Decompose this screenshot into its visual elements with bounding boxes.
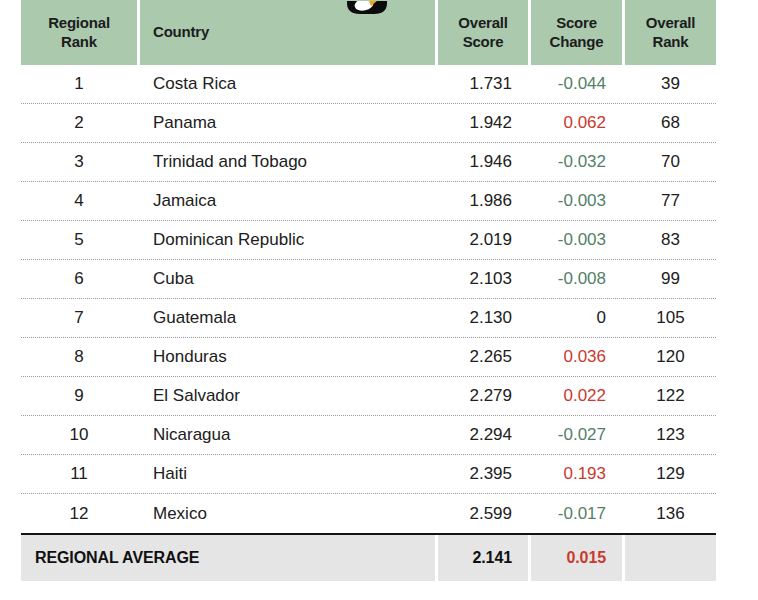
regional-average-label: REGIONAL AVERAGE	[21, 535, 435, 581]
country-cell: El Salvador	[140, 386, 435, 406]
country-cell: Mexico	[140, 504, 435, 524]
overall-rank-cell: 83	[625, 230, 716, 250]
overall-rank-cell: 136	[625, 504, 716, 524]
overall-score-cell: 1.946	[438, 152, 528, 172]
overall-rank-cell: 123	[625, 425, 716, 445]
overall-rank-cell: 120	[625, 347, 716, 367]
regional-ranking-table: Regional Rank Country Overall Score Scor…	[21, 0, 716, 581]
regional-rank-cell: 10	[21, 425, 137, 445]
score-change-cell: -0.008	[531, 269, 622, 289]
regional-rank-cell: 5	[21, 230, 137, 250]
overall-score-cell: 1.986	[438, 191, 528, 211]
table-row: 7 Guatemala 2.130 0 105	[21, 299, 716, 338]
regional-rank-cell: 2	[21, 113, 137, 133]
regional-rank-cell: 12	[21, 504, 137, 524]
overall-score-cell: 2.294	[438, 425, 528, 445]
score-change-cell: 0.193	[531, 464, 622, 484]
regional-rank-cell: 6	[21, 269, 137, 289]
score-change-cell: 0	[531, 308, 622, 328]
overall-score-cell: 2.265	[438, 347, 528, 367]
header-score-change: Score Change	[531, 0, 622, 65]
table-row: 10 Nicaragua 2.294 -0.027 123	[21, 416, 716, 455]
table-row: 3 Trinidad and Tobago 1.946 -0.032 70	[21, 143, 716, 182]
overall-rank-cell: 99	[625, 269, 716, 289]
table-row: 2 Panama 1.942 0.062 68	[21, 104, 716, 143]
overall-score-cell: 2.395	[438, 464, 528, 484]
regional-rank-cell: 4	[21, 191, 137, 211]
average-overall-rank-empty	[625, 535, 716, 581]
header-country: Country	[140, 0, 435, 65]
table-row: 6 Cuba 2.103 -0.008 99	[21, 260, 716, 299]
country-cell: Trinidad and Tobago	[140, 152, 435, 172]
score-change-cell: -0.027	[531, 425, 622, 445]
table-row: 11 Haiti 2.395 0.193 129	[21, 455, 716, 494]
score-change-cell: -0.017	[531, 504, 622, 524]
country-cell: Honduras	[140, 347, 435, 367]
overall-rank-cell: 105	[625, 308, 716, 328]
regional-rank-cell: 3	[21, 152, 137, 172]
country-cell: Guatemala	[140, 308, 435, 328]
overall-score-cell: 1.731	[438, 74, 528, 94]
table-row: 5 Dominican Republic 2.019 -0.003 83	[21, 221, 716, 260]
score-change-cell: 0.036	[531, 347, 622, 367]
country-cell: Costa Rica	[140, 74, 435, 94]
overall-score-cell: 2.130	[438, 308, 528, 328]
score-change-cell: -0.003	[531, 191, 622, 211]
table-body: 1 Costa Rica 1.731 -0.044 39 2 Panama 1.…	[21, 65, 716, 533]
regional-rank-cell: 8	[21, 347, 137, 367]
overall-rank-cell: 39	[625, 74, 716, 94]
overall-rank-cell: 70	[625, 152, 716, 172]
header-regional-rank: Regional Rank	[21, 0, 137, 65]
overall-rank-cell: 129	[625, 464, 716, 484]
overall-rank-cell: 68	[625, 113, 716, 133]
overall-score-cell: 1.942	[438, 113, 528, 133]
score-change-cell: -0.044	[531, 74, 622, 94]
country-cell: Nicaragua	[140, 425, 435, 445]
country-cell: Panama	[140, 113, 435, 133]
score-change-cell: -0.032	[531, 152, 622, 172]
overall-rank-cell: 122	[625, 386, 716, 406]
score-change-cell: 0.022	[531, 386, 622, 406]
header-overall-rank: Overall Rank	[625, 0, 716, 65]
overall-score-cell: 2.279	[438, 386, 528, 406]
regional-average-row: REGIONAL AVERAGE 2.141 0.015	[21, 533, 716, 581]
regional-rank-cell: 1	[21, 74, 137, 94]
table-row: 1 Costa Rica 1.731 -0.044 39	[21, 65, 716, 104]
overall-rank-cell: 77	[625, 191, 716, 211]
table-row: 12 Mexico 2.599 -0.017 136	[21, 494, 716, 533]
cropped-cursor-icon	[347, 0, 387, 13]
overall-score-cell: 2.103	[438, 269, 528, 289]
table-row: 9 El Salvador 2.279 0.022 122	[21, 377, 716, 416]
overall-score-cell: 2.019	[438, 230, 528, 250]
country-cell: Cuba	[140, 269, 435, 289]
overall-score-cell: 2.599	[438, 504, 528, 524]
header-overall-score: Overall Score	[438, 0, 528, 65]
regional-rank-cell: 7	[21, 308, 137, 328]
score-change-cell: 0.062	[531, 113, 622, 133]
score-change-cell: -0.003	[531, 230, 622, 250]
country-cell: Dominican Republic	[140, 230, 435, 250]
regional-rank-cell: 11	[21, 464, 137, 484]
country-cell: Haiti	[140, 464, 435, 484]
average-score-change: 0.015	[531, 535, 622, 581]
regional-rank-cell: 9	[21, 386, 137, 406]
table-row: 4 Jamaica 1.986 -0.003 77	[21, 182, 716, 221]
table-row: 8 Honduras 2.265 0.036 120	[21, 338, 716, 377]
country-cell: Jamaica	[140, 191, 435, 211]
average-overall-score: 2.141	[438, 535, 528, 581]
